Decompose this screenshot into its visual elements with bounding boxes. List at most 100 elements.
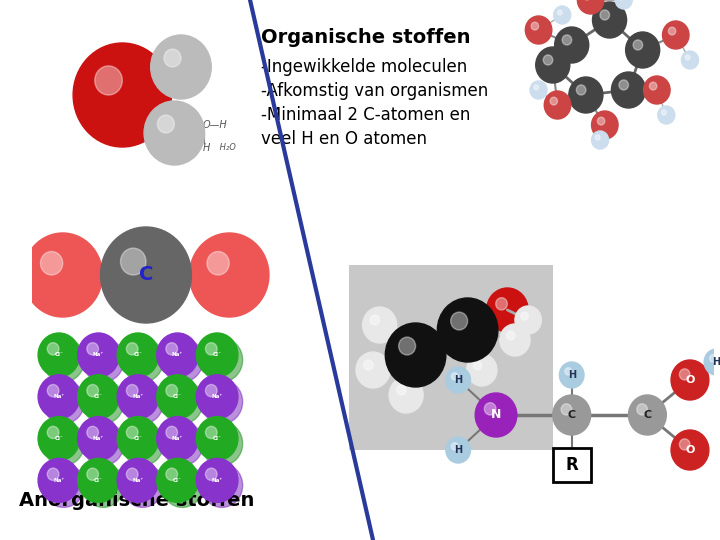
Circle shape	[23, 233, 102, 317]
Circle shape	[531, 22, 539, 30]
Text: veel H en O atomen: veel H en O atomen	[261, 130, 428, 148]
Circle shape	[48, 384, 59, 397]
Circle shape	[451, 312, 467, 330]
Text: Na⁺: Na⁺	[212, 478, 222, 483]
Circle shape	[43, 463, 84, 508]
Circle shape	[521, 312, 528, 320]
Circle shape	[473, 361, 482, 370]
Circle shape	[127, 343, 138, 355]
Circle shape	[117, 458, 159, 502]
Text: H₂O: H₂O	[217, 143, 235, 152]
Circle shape	[399, 337, 415, 355]
Text: Na⁺: Na⁺	[93, 353, 104, 357]
Circle shape	[122, 380, 163, 424]
Text: -Afkomstig van organismen: -Afkomstig van organismen	[261, 82, 489, 100]
Circle shape	[451, 373, 458, 380]
Circle shape	[559, 362, 584, 388]
Circle shape	[554, 6, 571, 24]
Circle shape	[553, 395, 590, 435]
Text: -Ingewikkelde moleculen: -Ingewikkelde moleculen	[261, 58, 467, 76]
Circle shape	[619, 80, 629, 90]
Circle shape	[397, 385, 406, 395]
Circle shape	[144, 101, 204, 165]
Circle shape	[554, 27, 589, 63]
Circle shape	[87, 384, 99, 397]
Circle shape	[595, 135, 600, 140]
Circle shape	[485, 403, 496, 415]
Circle shape	[48, 426, 59, 438]
Text: Cl⁻: Cl⁻	[94, 478, 103, 483]
Circle shape	[87, 468, 99, 481]
Circle shape	[122, 338, 163, 382]
Text: O: O	[685, 375, 695, 385]
Text: Na⁺: Na⁺	[172, 353, 183, 357]
Text: Na⁺: Na⁺	[212, 394, 222, 399]
Circle shape	[157, 416, 199, 461]
Circle shape	[389, 377, 423, 413]
Circle shape	[82, 380, 124, 424]
Circle shape	[117, 333, 159, 377]
Circle shape	[157, 458, 199, 502]
Text: Na⁺: Na⁺	[93, 436, 104, 441]
Text: Cl⁻: Cl⁻	[212, 353, 222, 357]
Text: Cl⁻: Cl⁻	[134, 436, 143, 441]
Circle shape	[166, 468, 178, 481]
Circle shape	[120, 248, 146, 275]
Text: |: |	[203, 133, 206, 144]
Circle shape	[201, 463, 243, 508]
Circle shape	[544, 55, 553, 65]
Circle shape	[710, 355, 716, 362]
Circle shape	[197, 375, 238, 419]
Circle shape	[43, 422, 84, 465]
Circle shape	[506, 331, 515, 340]
Circle shape	[150, 35, 211, 99]
Circle shape	[158, 115, 174, 133]
Circle shape	[564, 368, 572, 375]
Text: C: C	[567, 410, 576, 420]
Circle shape	[364, 360, 373, 370]
Circle shape	[197, 416, 238, 461]
Circle shape	[122, 463, 163, 508]
Text: Anorganische stoffen: Anorganische stoffen	[19, 491, 254, 510]
Circle shape	[161, 422, 203, 465]
Circle shape	[615, 0, 632, 9]
Text: Na⁺: Na⁺	[53, 394, 65, 399]
Circle shape	[127, 384, 138, 397]
Circle shape	[205, 468, 217, 481]
Circle shape	[87, 426, 99, 438]
Circle shape	[680, 439, 690, 450]
Circle shape	[495, 298, 508, 310]
Circle shape	[685, 55, 690, 60]
Text: Cl⁻: Cl⁻	[173, 394, 182, 399]
Text: H: H	[567, 370, 576, 380]
Circle shape	[117, 375, 159, 419]
Circle shape	[671, 360, 709, 400]
Circle shape	[38, 416, 80, 461]
Circle shape	[557, 10, 562, 15]
Circle shape	[205, 343, 217, 355]
Circle shape	[662, 21, 689, 49]
Circle shape	[38, 375, 80, 419]
Circle shape	[78, 416, 120, 461]
Circle shape	[526, 16, 552, 44]
Circle shape	[201, 380, 243, 424]
Text: Na⁺: Na⁺	[132, 394, 144, 399]
Text: -Minimaal 2 C-atomen en: -Minimaal 2 C-atomen en	[261, 106, 471, 124]
Circle shape	[550, 97, 557, 105]
Text: Organische stoffen: Organische stoffen	[261, 28, 471, 47]
Text: Cl⁻: Cl⁻	[212, 436, 222, 441]
Circle shape	[82, 463, 124, 508]
Circle shape	[82, 422, 124, 465]
Text: Cl⁻: Cl⁻	[94, 394, 103, 399]
Text: Cl⁻: Cl⁻	[55, 353, 63, 357]
Circle shape	[649, 82, 657, 90]
Circle shape	[78, 375, 120, 419]
Circle shape	[161, 463, 203, 508]
Circle shape	[78, 333, 120, 377]
Circle shape	[370, 315, 379, 325]
Circle shape	[536, 47, 570, 83]
Circle shape	[157, 375, 199, 419]
Circle shape	[515, 306, 541, 334]
Circle shape	[500, 324, 530, 356]
Circle shape	[487, 288, 528, 332]
